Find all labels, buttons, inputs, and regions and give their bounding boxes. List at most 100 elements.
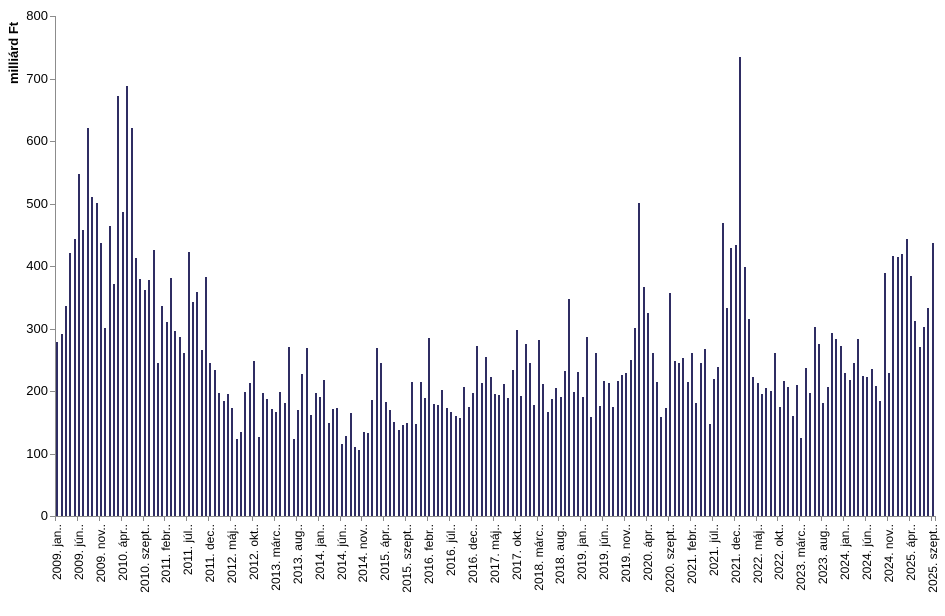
y-tick-label: 500 (26, 196, 48, 211)
bar (599, 406, 602, 516)
y-tick (50, 516, 55, 517)
bar (664, 408, 667, 516)
bar (879, 401, 882, 516)
x-tick (843, 517, 845, 521)
bar (240, 432, 243, 516)
bar (318, 397, 321, 516)
bar (839, 346, 842, 516)
bar (69, 253, 72, 516)
bar (726, 308, 729, 516)
bar (520, 396, 523, 516)
bar (113, 284, 116, 516)
bar (340, 444, 343, 516)
bar (682, 358, 685, 516)
x-tick (667, 517, 669, 521)
bar (423, 398, 426, 516)
bar (739, 57, 742, 516)
bar (183, 353, 186, 516)
bar (406, 423, 409, 516)
bar (686, 382, 689, 516)
bar (388, 410, 391, 516)
x-tick-label: 2009. nov.. (93, 524, 108, 583)
bar (108, 226, 111, 516)
bar (853, 363, 855, 516)
bar (445, 408, 448, 516)
bar (99, 243, 102, 516)
y-tick (50, 329, 55, 330)
y-tick-label: 700 (26, 71, 48, 86)
bar (564, 371, 567, 516)
bar (463, 387, 466, 516)
bar (336, 408, 339, 516)
bar (888, 373, 891, 516)
bar (205, 277, 208, 516)
bar (130, 128, 133, 516)
bar (857, 339, 860, 516)
bar (266, 399, 269, 516)
y-tick-label: 100 (26, 446, 48, 461)
x-tick (120, 517, 122, 521)
x-tick-label: 2018. aug.. (553, 524, 568, 585)
bar (717, 367, 720, 516)
bar (844, 373, 847, 516)
x-tick-label: 2021. júl.. (706, 524, 721, 577)
bar (489, 377, 492, 516)
bar (174, 331, 177, 516)
x-tick-label: 2010. szept.. (137, 524, 152, 593)
x-tick-label: 2023. márc.. (794, 524, 809, 591)
bar (866, 377, 869, 516)
bar (607, 383, 610, 516)
x-tick (470, 517, 472, 521)
x-tick-label: 2014. nov.. (356, 524, 371, 583)
y-tick (50, 141, 55, 142)
y-tick-label: 400 (26, 258, 48, 273)
bar (458, 418, 461, 516)
bar (761, 394, 764, 516)
x-tick-label: 2013. aug.. (290, 524, 305, 585)
bar (769, 391, 772, 516)
x-tick (295, 517, 297, 521)
bar (117, 96, 120, 516)
bar (397, 430, 400, 516)
bar (791, 416, 794, 516)
bar (577, 372, 580, 516)
bar (310, 415, 313, 516)
bar (931, 243, 934, 516)
x-tick-label: 2011. júl.. (181, 524, 196, 576)
x-tick-label: 2011. febr.. (159, 524, 174, 584)
bar (787, 387, 790, 516)
x-tick (689, 517, 691, 521)
bar (923, 327, 926, 516)
x-tick (208, 517, 210, 521)
bar (822, 403, 825, 516)
bar (345, 436, 348, 516)
bar (642, 287, 645, 516)
bar (314, 393, 317, 516)
x-tick (624, 517, 626, 521)
x-tick-label: 2019. nov.. (619, 524, 634, 583)
y-tick-label: 0 (40, 508, 48, 523)
bar (191, 302, 194, 516)
bar (603, 381, 606, 516)
bar (161, 306, 164, 516)
x-tick (864, 517, 866, 521)
x-tick-label: 2017. okt.. (509, 524, 524, 581)
bar (502, 384, 505, 516)
y-axis-line (55, 16, 56, 517)
bar (323, 380, 326, 516)
bar (393, 422, 396, 516)
x-axis-end-tick (935, 517, 936, 521)
bar (896, 257, 899, 516)
bar (568, 299, 571, 516)
bar (581, 397, 584, 516)
bar (126, 86, 129, 516)
bar (332, 409, 334, 516)
y-tick-label: 300 (26, 321, 48, 336)
x-tick (580, 517, 582, 521)
bar (288, 347, 291, 516)
x-tick-label: 2024. jan.. (838, 524, 853, 581)
bar (660, 417, 663, 516)
bar (244, 392, 247, 516)
x-tick (361, 517, 363, 521)
